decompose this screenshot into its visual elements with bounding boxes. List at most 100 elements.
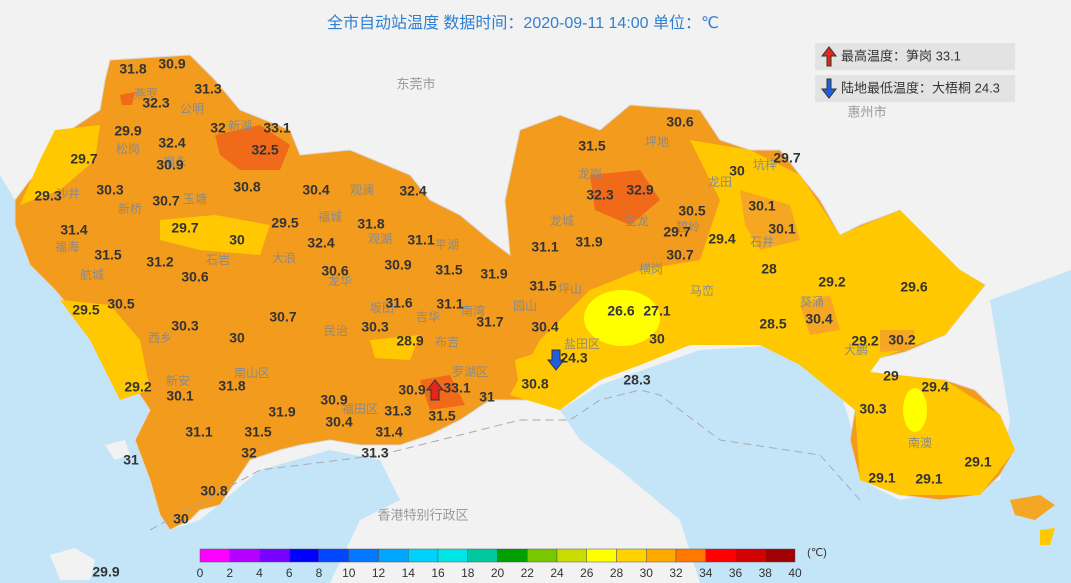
place-label: 葵涌 xyxy=(800,295,824,309)
station-value: 29.1 xyxy=(964,454,991,470)
station-value: 28.3 xyxy=(623,372,650,388)
place-label: 坑梓 xyxy=(753,157,777,172)
station-value: 30.9 xyxy=(158,56,185,72)
station-value: 30.4 xyxy=(531,319,558,335)
station-value: 31.8 xyxy=(357,216,384,232)
station-value: 30.8 xyxy=(521,376,548,392)
station-value: 31 xyxy=(479,389,495,405)
place-label: 玉塘 xyxy=(183,191,207,206)
station-value: 30.6 xyxy=(321,263,348,279)
station-value: 30 xyxy=(649,331,665,347)
scale-tick-label: 28 xyxy=(610,566,624,580)
station-value: 30.5 xyxy=(107,296,134,312)
station-value: 30.2 xyxy=(888,332,915,348)
extreme-max: 最高温度：笋岗 33.1 xyxy=(841,48,961,63)
scale-tick-label: 12 xyxy=(372,566,386,580)
scale-swatch xyxy=(289,548,320,563)
scale-tick-label: 32 xyxy=(669,566,683,580)
scale-swatch xyxy=(348,548,379,563)
zone-28 xyxy=(510,140,1015,495)
station-value: 29.4 xyxy=(921,379,948,395)
station-value: 28.9 xyxy=(396,333,423,349)
station-value: 30.9 xyxy=(398,382,425,398)
region-label: 香港特别行政区 xyxy=(377,507,468,522)
border xyxy=(149,389,861,531)
station-value: 31.2 xyxy=(146,254,173,270)
station-value: 32.3 xyxy=(142,95,169,111)
extreme-min: 陆地最低温度：大梧桐 24.3 xyxy=(841,80,1000,95)
scale-tick-label: 26 xyxy=(580,566,594,580)
down-arrow-icon xyxy=(820,78,838,99)
place-label: 南湾 xyxy=(461,303,485,318)
scale-swatch xyxy=(586,548,617,563)
place-label: 福永 xyxy=(163,154,187,169)
station-value: 29 xyxy=(883,368,899,384)
station-value: 31.3 xyxy=(361,445,388,461)
scale-tick-label: 10 xyxy=(342,566,356,580)
scale-tick-label: 16 xyxy=(431,566,445,580)
station-value: 31.5 xyxy=(578,138,605,154)
scale-tick-label: 8 xyxy=(316,566,323,580)
place-label: 布吉 xyxy=(435,335,459,349)
place-label: 宝龙 xyxy=(625,214,649,228)
station-value: 31.5 xyxy=(529,278,556,294)
station-value: 30.9 xyxy=(384,257,411,273)
station-value: 29.6 xyxy=(900,279,927,295)
scale-swatch xyxy=(408,548,439,563)
station-value: 33.1 xyxy=(263,120,290,136)
scale-swatch xyxy=(735,548,766,563)
place-label: 观澜 xyxy=(350,183,374,197)
station-value: 27.1 xyxy=(643,303,670,319)
station-value: 30.7 xyxy=(666,247,693,263)
place-label: 坪地 xyxy=(645,135,669,149)
place-label: 盐田区 xyxy=(564,337,600,351)
station-value: 31.7 xyxy=(476,314,503,330)
station-value: 31.3 xyxy=(194,81,221,97)
station-value: 30 xyxy=(229,232,245,248)
station-value: 29.1 xyxy=(915,471,942,487)
place-label: 新桥 xyxy=(118,201,142,216)
station-value: 30.1 xyxy=(748,198,775,214)
station-value: 31.5 xyxy=(244,424,271,440)
station-value: 30.1 xyxy=(166,388,193,404)
min-marker xyxy=(546,349,566,371)
station-value: 32.9 xyxy=(626,182,653,198)
station-value: 30.3 xyxy=(96,182,123,198)
scale-tick-label: 18 xyxy=(461,566,475,580)
station-value: 31 xyxy=(123,452,139,468)
place-label: 吉华 xyxy=(416,310,440,324)
place-label: 龙城 xyxy=(550,214,574,228)
station-value: 30.8 xyxy=(233,179,260,195)
station-value: 28 xyxy=(761,261,777,277)
box xyxy=(815,75,1015,102)
scale-tick-label: 34 xyxy=(699,566,713,580)
scale-swatch xyxy=(467,548,498,563)
island xyxy=(50,440,130,580)
place-label: 观湖 xyxy=(368,231,392,246)
island xyxy=(1040,528,1055,545)
place-label: 石岩 xyxy=(206,252,230,267)
station-value: 31.1 xyxy=(185,424,212,440)
scale-tick-label: 14 xyxy=(402,566,416,580)
station-value: 29.1 xyxy=(868,470,895,486)
box xyxy=(815,43,1015,70)
extreme-box: 最高温度：笋岗 33.1 陆地最低温度：大梧桐 24.3 xyxy=(815,43,1015,102)
station-value: 32.5 xyxy=(251,142,278,158)
scale-tick-label: 2 xyxy=(226,566,233,580)
scale-swatch xyxy=(199,548,230,563)
station-value: 32.4 xyxy=(307,235,334,251)
place-label: 龙岗 xyxy=(578,167,602,181)
place-label: 南澳 xyxy=(908,435,932,450)
zone-28 xyxy=(20,125,560,400)
station-value: 29.2 xyxy=(851,333,878,349)
scale-swatch xyxy=(378,548,409,563)
place-label: 龙田 xyxy=(708,175,732,189)
scale-tick-label: 36 xyxy=(729,566,743,580)
scale-tick-label: 6 xyxy=(286,566,293,580)
scale-tick-label: 40 xyxy=(788,566,802,580)
scale-tick-label: 24 xyxy=(550,566,564,580)
station-value: 31.9 xyxy=(480,266,507,282)
station-value: 30.4 xyxy=(805,311,832,327)
station-value: 29.7 xyxy=(773,150,800,166)
